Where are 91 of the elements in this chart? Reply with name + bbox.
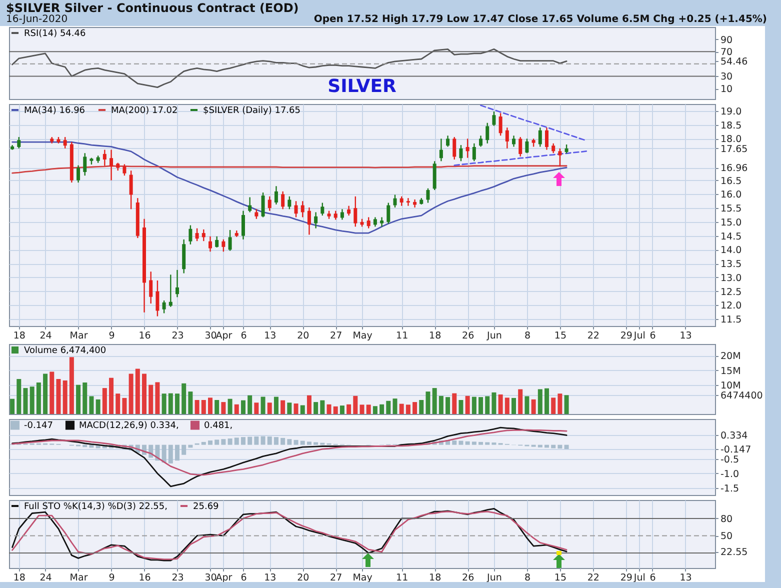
x-tick-label: 30	[204, 330, 217, 342]
x-tick-label: 8	[524, 330, 530, 342]
x-tick-label: 27	[330, 572, 342, 584]
y-tick-label: 10	[720, 84, 733, 96]
x-tick-label: 18	[429, 572, 442, 584]
x-tick-label: 16	[138, 330, 151, 342]
y-tick-label: -1.5	[720, 483, 740, 494]
y-tick-label: 18.0	[720, 134, 742, 146]
x-tick-label: 30	[204, 572, 217, 584]
x-tick-label: May	[352, 330, 373, 342]
y-tick-label: 0.334	[720, 430, 748, 442]
x-tick-label: 6	[650, 330, 656, 342]
y-tick-label: 10M	[720, 380, 741, 392]
y-tick-label: -0.147	[720, 444, 752, 456]
y-tick-label: 15.5	[720, 204, 742, 215]
x-tick-label: 16	[138, 572, 151, 584]
x-tick-label: 26	[462, 330, 474, 342]
x-tick-label: 18	[13, 330, 26, 342]
x-tick-label: 8	[524, 572, 530, 584]
y-tick-label: 30	[720, 72, 733, 83]
x-tick-label: 29	[620, 330, 632, 342]
y-tick-label: 14.5	[720, 231, 742, 242]
x-tick-label: 13	[680, 330, 692, 342]
x-tick-label: 22	[587, 572, 600, 584]
legend-label: MA(200) 17.02	[111, 106, 178, 116]
x-tick-label: 18	[13, 572, 26, 584]
x-tick-label: 24	[40, 330, 52, 342]
y-tick-label: 15M	[720, 366, 741, 377]
y-tick-label: 80	[720, 514, 733, 525]
x-tick-label: 15	[554, 572, 566, 584]
y-tick-label: 19.0	[720, 106, 742, 118]
y-tick-label: 20M	[720, 351, 741, 362]
legend-label: RSI(14) 54.46	[24, 29, 86, 39]
x-tick-label: 13	[680, 572, 692, 584]
x-tick-label: 13	[264, 330, 276, 342]
y-tick-label: 16.96	[720, 163, 748, 174]
y-tick-label: 6474400	[720, 390, 763, 402]
chart-subtitle: 16-Jun-2020	[6, 14, 68, 25]
y-tick-label: 18.5	[720, 120, 742, 132]
x-tick-label: 11	[396, 330, 408, 342]
x-tick-label: Mar	[70, 330, 88, 342]
legend-label: Full STO %K(14,3) %D(3) 22.55,	[24, 502, 168, 512]
y-tick-label: 54.46	[720, 56, 748, 68]
x-tick-label: 6	[650, 572, 656, 584]
y-tick-label: 50	[720, 531, 733, 542]
y-tick-label: 11.5	[720, 314, 742, 326]
y-tick-label: 90	[720, 34, 733, 46]
x-tick-label: 9	[108, 572, 115, 584]
legend-label: $SILVER (Daily) 17.65	[203, 106, 300, 116]
y-tick-label: 16.0	[720, 190, 742, 201]
y-tick-label: 70	[720, 47, 733, 58]
legend-label: 0.481,	[204, 421, 233, 432]
x-tick-label: 29	[620, 572, 632, 584]
legend-label: Volume 6,474,400	[24, 346, 106, 356]
x-tick-label: 26	[462, 572, 474, 584]
y-tick-label: 15.0	[720, 217, 742, 228]
x-tick-label: 20	[297, 572, 310, 584]
x-tick-label: Jul	[632, 330, 646, 342]
text: Open 17.52 High 17.79 Low 17.47 Close 17.65 Volume 6.5M Chg +0.25 (+1.45%)	[314, 14, 767, 25]
legend-label: MA(34) 16.96	[24, 106, 86, 116]
x-tick-label: 9	[108, 330, 115, 342]
y-tick-label: 12.0	[720, 300, 742, 312]
x-tick-label: 6	[240, 572, 247, 584]
x-tick-label: 23	[172, 572, 184, 584]
y-tick-label: 12.5	[720, 286, 742, 298]
annotation: SILVER	[328, 76, 397, 97]
x-tick-label: Jun	[486, 330, 502, 342]
x-tick-label: 23	[172, 330, 184, 342]
x-tick-label: Apr	[216, 330, 232, 342]
x-tick-label: 6	[240, 330, 247, 342]
legend-label: -0.147	[24, 421, 54, 432]
legend-label: MACD(12,26,9) 0.334,	[79, 421, 179, 432]
x-tick-label: 11	[396, 572, 408, 584]
x-tick-label: 27	[330, 330, 342, 342]
y-tick-label: 17.65	[720, 144, 748, 155]
x-tick-label: 20	[297, 330, 310, 342]
y-tick-label: 13.5	[720, 259, 742, 270]
x-tick-label: 22	[587, 330, 600, 342]
x-tick-label: 13	[264, 572, 276, 584]
y-tick-label: 16.5	[720, 176, 742, 187]
legend-label: 25.69	[193, 502, 220, 512]
y-tick-label: 13.0	[720, 272, 742, 284]
x-tick-label: 15	[554, 330, 566, 342]
y-tick-label: -0.5	[720, 454, 740, 466]
x-tick-label: 24	[40, 572, 52, 584]
x-tick-label: Mar	[70, 572, 88, 584]
x-tick-label: 18	[429, 330, 442, 342]
y-tick-label: -1.0	[720, 468, 740, 480]
y-tick-label: 14.0	[720, 245, 742, 256]
chart-title: $SILVER Silver - Continuous Contract (EOD)	[6, 1, 299, 15]
y-tick-label: 22.55	[720, 547, 748, 558]
